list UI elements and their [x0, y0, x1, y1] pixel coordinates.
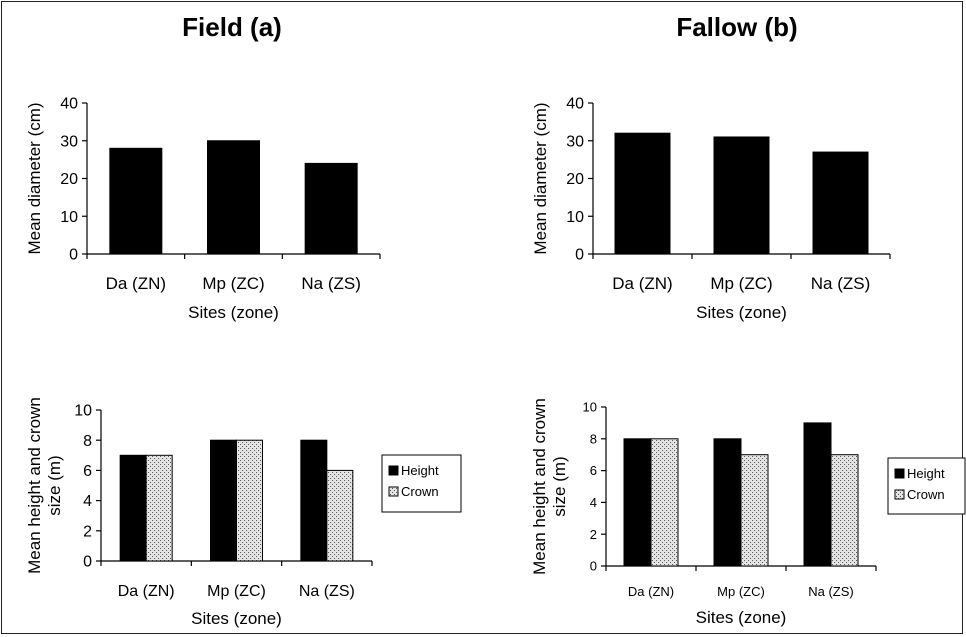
y-tick-label: 0	[69, 247, 78, 264]
bar-height-0	[623, 438, 652, 567]
bar-height-1	[713, 438, 742, 567]
y-tick-label: 0	[590, 559, 597, 574]
bar-value-0	[614, 132, 671, 255]
legend-label-height: Height	[907, 466, 945, 481]
legend-swatch-height	[894, 468, 905, 479]
x-category-label: Da (ZN)	[628, 584, 674, 599]
bar-value-2	[304, 162, 358, 255]
bar-crown-0	[145, 454, 173, 562]
bar-value-1	[207, 140, 260, 255]
x-category-label: Mp (ZC)	[207, 583, 266, 600]
x-category-label: Da (ZN)	[106, 274, 166, 293]
y-tick-label: 10	[60, 209, 78, 226]
field-diameter-chart: 0 10 20 30 40 Da (ZN) Mp (ZC) Na (ZS) Sites (zon…	[25, 96, 381, 322]
x-category-label: Mp (ZC)	[710, 274, 772, 293]
y-tick-label: 6	[590, 463, 597, 478]
y-tick-label: 10	[74, 403, 92, 420]
y-tick-label: 4	[83, 493, 92, 510]
legend-swatch-crown	[894, 489, 905, 500]
legend-label-crown: Crown	[907, 487, 945, 502]
x-category-label: Da (ZN)	[118, 583, 175, 600]
x-axis-title: Sites (zone)	[188, 303, 279, 322]
legend-box	[381, 454, 462, 513]
y-axis-title-line: size (m)	[45, 455, 64, 515]
y-axis-title: Mean height and crownsize (m)	[530, 398, 569, 575]
y-axis-title-line: Mean height and crown	[530, 398, 549, 575]
x-category-label: Mp (ZC)	[717, 584, 765, 599]
y-tick-label: 0	[83, 554, 92, 571]
fallow-height-crown-chart: 0 2 4 6 8 10 Da (ZN) Mp (ZC) Na (ZS) Sites (zone)…	[530, 398, 966, 627]
y-tick-label: 8	[590, 431, 597, 446]
field-panel-title: Field (a)	[182, 12, 282, 42]
bar-crown-2	[830, 454, 859, 567]
fallow-diameter-chart: 0 10 20 30 40 Da (ZN) Mp (ZC) Na (ZS) Sites (zon…	[531, 96, 891, 322]
y-tick-label: 10	[566, 209, 584, 226]
y-tick-label: 20	[566, 171, 584, 188]
bar-crown-1	[740, 454, 769, 567]
x-category-label: Na (ZS)	[301, 274, 361, 293]
bar-height-1	[210, 439, 237, 562]
bar-value-2	[812, 151, 869, 255]
y-axis-title-line: Mean height and crown	[25, 397, 44, 574]
bar-height-0	[119, 454, 147, 562]
y-axis-title: Mean diameter (cm)	[531, 102, 550, 254]
y-tick-label: 2	[590, 527, 597, 542]
bar-height-2	[803, 422, 832, 567]
x-category-label: Da (ZN)	[612, 274, 672, 293]
bar-crown-2	[326, 469, 354, 562]
legend-label-crown: Crown	[401, 484, 439, 499]
y-tick-label: 0	[575, 247, 584, 264]
bar-crown-0	[650, 438, 679, 567]
x-axis-title: Sites (zone)	[696, 303, 787, 322]
y-tick-label: 40	[60, 96, 78, 113]
bar-value-1	[713, 136, 770, 255]
y-tick-label: 6	[83, 463, 92, 480]
y-tick-label: 30	[60, 133, 78, 150]
bar-value-0	[109, 147, 163, 255]
bar-crown-1	[236, 439, 263, 562]
y-tick-label: 10	[583, 400, 597, 415]
bar-height-2	[300, 439, 328, 562]
y-tick-label: 30	[566, 133, 584, 150]
y-tick-label: 8	[83, 433, 92, 450]
y-tick-label: 20	[60, 171, 78, 188]
legend-swatch-height	[388, 465, 399, 476]
y-axis-title: Mean diameter (cm)	[25, 102, 44, 254]
x-category-label: Mp (ZC)	[202, 274, 264, 293]
x-category-label: Na (ZS)	[811, 274, 871, 293]
x-category-label: Na (ZS)	[808, 584, 854, 599]
field-height-crown-chart: 0 2 4 6 8 10 Da (ZN) Mp (ZC) Na (ZS) Sites (zone)…	[25, 397, 462, 628]
x-axis-title: Sites (zone)	[191, 609, 282, 628]
fallow-panel-title: Fallow (b)	[676, 12, 798, 42]
y-tick-label: 4	[590, 495, 597, 510]
x-category-label: Na (ZS)	[299, 583, 355, 600]
legend-swatch-crown	[388, 486, 399, 497]
legend-label-height: Height	[401, 463, 439, 478]
legend-box	[887, 457, 966, 515]
y-tick-label: 40	[566, 96, 584, 113]
y-axis-title-line: size (m)	[550, 456, 569, 516]
y-tick-label: 2	[83, 523, 92, 540]
y-axis-title: Mean height and crownsize (m)	[25, 397, 64, 574]
x-axis-title: Sites (zone)	[696, 608, 787, 627]
